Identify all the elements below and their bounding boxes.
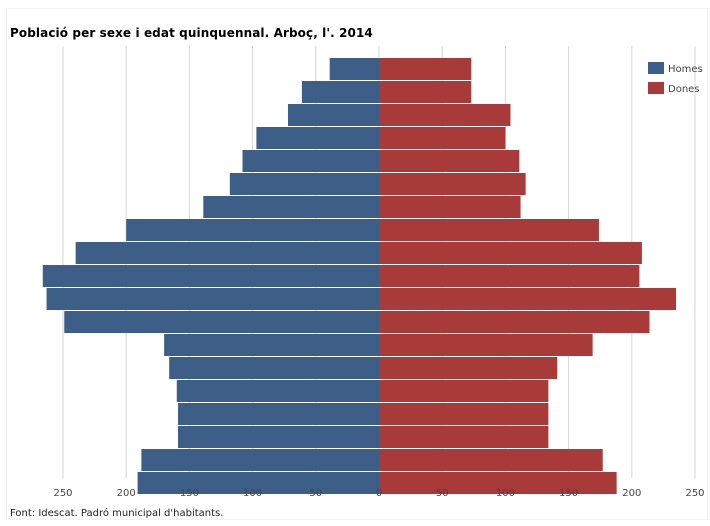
bar-homes <box>137 472 379 494</box>
bar-homes <box>42 265 379 287</box>
bar-dones <box>379 104 511 126</box>
legend: Homes Dones <box>648 62 703 95</box>
bar-dones <box>379 334 593 356</box>
bar-dones <box>379 150 520 172</box>
x-tick-label: 100 <box>496 488 515 499</box>
bar-homes <box>75 242 379 264</box>
bar-dones <box>379 242 642 264</box>
legend-swatch <box>648 82 664 94</box>
x-tick-label: 100 <box>243 488 262 499</box>
x-tick-label: 200 <box>622 488 641 499</box>
legend-label: Dones <box>668 84 700 95</box>
x-tick-label: 0 <box>376 488 382 499</box>
source-note: Font: Idescat. Padró municipal d'habitan… <box>10 508 224 519</box>
bar-dones <box>379 357 558 379</box>
bar-dones <box>379 426 549 448</box>
x-tick-label: 150 <box>180 488 199 499</box>
bar-homes <box>229 173 379 195</box>
bar-dones <box>379 81 472 103</box>
x-tick-label: 50 <box>436 488 449 499</box>
bar-dones <box>379 127 506 149</box>
x-tick-label: 150 <box>559 488 578 499</box>
bar-homes <box>164 334 379 356</box>
x-tick-label: 250 <box>53 488 72 499</box>
bar-dones <box>379 380 549 402</box>
legend-swatch <box>648 62 664 74</box>
bar-dones <box>379 311 650 333</box>
bar-homes <box>203 196 379 218</box>
bar-dones <box>379 58 472 80</box>
bar-homes <box>126 219 379 241</box>
x-tick-label: 250 <box>685 488 704 499</box>
chart-title: Població per sexe i edat quinquennal. Ar… <box>10 26 373 40</box>
bar-homes <box>301 81 379 103</box>
bar-homes <box>178 403 379 425</box>
bar-dones <box>379 173 526 195</box>
bar-homes <box>141 449 379 471</box>
bar-homes <box>176 380 379 402</box>
bar-dones <box>379 449 603 471</box>
bar-homes <box>169 357 379 379</box>
bar-dones <box>379 288 677 310</box>
bar-homes <box>242 150 379 172</box>
bar-homes <box>287 104 379 126</box>
bar-dones <box>379 219 599 241</box>
bar-dones <box>379 196 521 218</box>
x-tick-label: 50 <box>309 488 322 499</box>
x-axis: 250 200 150 100 50 0 50 100 150 200 250 <box>53 488 704 499</box>
bar-homes <box>178 426 379 448</box>
bar-dones <box>379 265 640 287</box>
legend-label: Homes <box>668 64 703 75</box>
bars <box>42 58 677 494</box>
bar-dones <box>379 403 549 425</box>
chart-frame <box>6 8 708 520</box>
bar-homes <box>329 58 379 80</box>
bar-dones <box>379 472 617 494</box>
bar-homes <box>256 127 379 149</box>
bar-homes <box>64 311 379 333</box>
x-tick-label: 200 <box>117 488 136 499</box>
bar-homes <box>46 288 380 310</box>
